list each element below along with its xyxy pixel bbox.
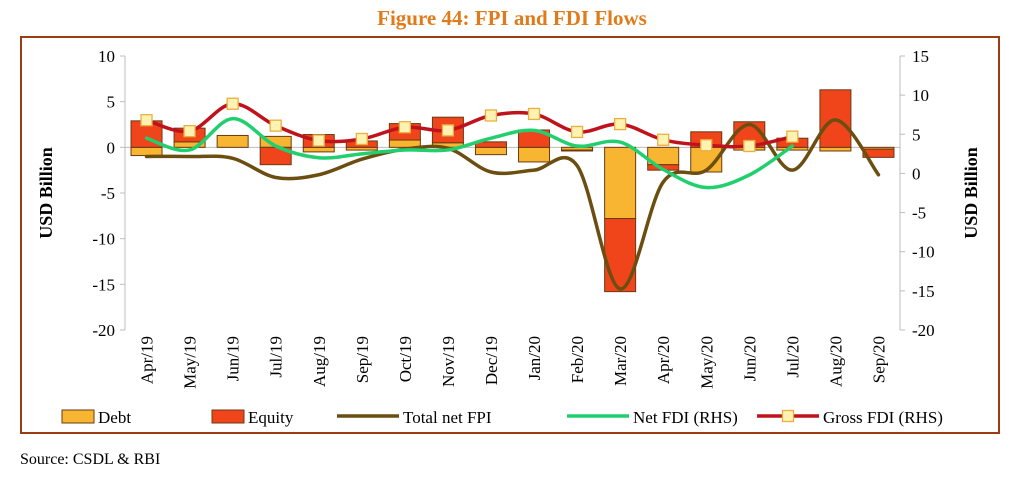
x-tick-label: Mar/20 <box>611 336 630 386</box>
x-tick-label: Jul/20 <box>783 336 802 378</box>
x-tick-label: Feb/20 <box>568 336 587 383</box>
x-tick-label: Aug/20 <box>826 336 845 387</box>
chart-title: Figure 44: FPI and FDI Flows <box>377 6 647 30</box>
x-tick-label: Jan/20 <box>525 336 544 380</box>
gross-fdi-marker <box>700 139 713 152</box>
debt-bar <box>819 146 852 152</box>
debt-bar <box>518 146 551 163</box>
y-left-tick-label: -10 <box>92 230 115 249</box>
lines-group <box>144 102 881 291</box>
gross-fdi-marker <box>570 125 584 139</box>
gross-fdi-marker <box>269 119 282 132</box>
legend-label: Total net FPI <box>403 408 492 427</box>
equity-bar <box>561 149 594 152</box>
y-right-tick-label: -15 <box>912 282 935 301</box>
gross-fdi-marker <box>441 124 455 137</box>
y-left-tick-label: -5 <box>101 184 115 203</box>
y-right-tick-label: 15 <box>912 47 929 66</box>
y-right-tick-label: 5 <box>912 125 921 144</box>
y-left-tick-label: -20 <box>92 321 115 340</box>
y-left-tick-label: -15 <box>92 275 115 294</box>
axes-group <box>120 55 905 331</box>
legend-label: Net FDI (RHS) <box>633 408 738 427</box>
y-right-tick-label: -20 <box>912 321 935 340</box>
source-note: Source: CSDL & RBI <box>20 451 161 468</box>
x-tick-label: Jun/20 <box>740 336 759 381</box>
gross-fdi-marker <box>786 130 799 143</box>
x-tick-label: Apr/20 <box>654 336 673 384</box>
legend-group: Debt Equity Total net FPI Net FDI (RHS) Gros… <box>61 408 943 427</box>
gross-fdi-marker <box>183 125 196 138</box>
debt-bar <box>604 146 637 220</box>
y-left-tick-label: 0 <box>107 138 116 157</box>
x-tick-label: Sep/20 <box>869 336 888 383</box>
x-tick-label: Sep/19 <box>353 336 372 383</box>
y-left-tick-label: 5 <box>107 93 116 112</box>
x-tick-label: May/20 <box>697 336 716 389</box>
y-left-tick-label: 10 <box>98 47 115 66</box>
legend-label: Gross FDI (RHS) <box>823 408 943 427</box>
gross-fdi-marker <box>355 132 368 146</box>
debt-bar <box>474 146 507 156</box>
equity-bar <box>604 218 637 293</box>
total-net-fpi-line <box>144 118 881 291</box>
legend-swatch-debt <box>61 409 95 424</box>
gross-fdi-marker <box>312 134 325 147</box>
debt-bar <box>130 146 163 157</box>
debt-bar <box>302 146 335 153</box>
chart-frame: 10 5 0 -5 -10 -15 -20 15 10 5 0 -5 -10 -15 -20 USD Bill… <box>20 36 1000 434</box>
y-right-tick-label: 0 <box>912 164 921 183</box>
markers-group <box>140 97 799 153</box>
x-tick-label: Aug/19 <box>310 336 329 387</box>
x-tick-label: Nov/19 <box>439 336 458 387</box>
x-tick-label: Dec/19 <box>482 336 501 385</box>
x-tick-label: Jul/19 <box>267 336 286 378</box>
net-fdi-line <box>144 116 795 190</box>
gross-fdi-marker <box>226 97 239 110</box>
gross-fdi-marker <box>484 109 498 122</box>
y-right-axis-title: USD Billion <box>961 147 981 239</box>
x-tick-label: May/19 <box>181 336 200 389</box>
legend-label: Debt <box>98 408 131 427</box>
gross-fdi-marker <box>657 133 670 146</box>
debt-bar <box>216 134 249 148</box>
equity-bar <box>862 148 895 158</box>
gross-fdi-line <box>144 102 795 149</box>
chart-canvas: 10 5 0 -5 -10 -15 -20 15 10 5 0 -5 -10 -15 -20 USD Bill… <box>36 47 981 427</box>
x-tick-label: Apr/19 <box>138 336 157 384</box>
y-right-tick-label: -10 <box>912 243 935 262</box>
gross-fdi-marker <box>743 139 756 153</box>
equity-bar <box>474 141 507 148</box>
gross-fdi-marker <box>613 117 627 131</box>
y-left-axis-title: USD Billion <box>36 147 56 239</box>
gross-fdi-marker <box>140 114 153 127</box>
legend-marker-gross-fdi <box>781 409 795 423</box>
labels-group: 10 5 0 -5 -10 -15 -20 15 10 5 0 -5 -10 -15 -20 USD Bill… <box>36 47 981 389</box>
gross-fdi-marker <box>398 121 412 134</box>
y-right-tick-label: -5 <box>912 204 926 223</box>
legend-swatch-equity <box>211 409 245 424</box>
legend-label: Equity <box>248 408 294 427</box>
y-right-tick-label: 10 <box>912 86 929 105</box>
gross-fdi-marker <box>527 107 541 121</box>
x-tick-label: Jun/19 <box>224 336 243 381</box>
x-tick-label: Oct/19 <box>396 336 415 382</box>
bars-group <box>130 89 895 293</box>
